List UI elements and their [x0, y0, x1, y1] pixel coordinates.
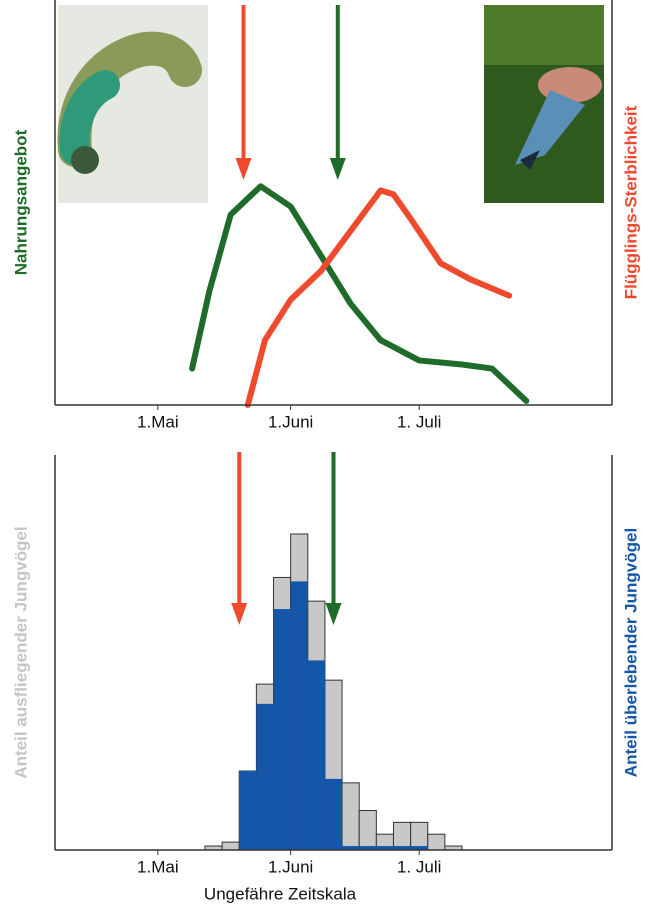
x-tick-label: 1.Mai [137, 412, 179, 431]
x-tick-label: 1.Mai [137, 857, 179, 876]
x-axis-label: Ungefähre Zeitskala [204, 884, 357, 903]
histogram-bar [410, 821, 429, 851]
arrow-head [231, 603, 248, 625]
histogram-bar [256, 703, 274, 850]
histogram-bar [341, 782, 360, 851]
left-axis-label: Nahrungsangebot [11, 129, 30, 275]
left-axis-label: Anteil ausfliegender Jungvögel [11, 526, 30, 778]
right-axis-label: Anteil überlebender Jungvögel [621, 528, 640, 777]
arrow-head [329, 158, 346, 180]
histogram-bar [239, 771, 257, 850]
caterpillar-photo [57, 5, 208, 203]
histogram-bar [221, 841, 240, 851]
x-tick-label: 1. Juli [397, 857, 441, 876]
histogram-bar [342, 846, 360, 850]
histogram-bar [410, 846, 428, 850]
arrow-head [325, 603, 342, 625]
histogram-bar [358, 810, 377, 851]
bird-photo [484, 5, 604, 203]
histogram-bar [290, 581, 308, 850]
x-tick-label: 1.Juni [268, 857, 313, 876]
histogram-bar [376, 846, 394, 850]
x-tick-label: 1. Juli [397, 412, 441, 431]
arrow-head [235, 158, 252, 180]
data-line [244, 187, 513, 408]
right-axis-label: Flügglings-Sterblichkeit [621, 105, 640, 299]
histogram-bar [273, 609, 291, 850]
histogram-bar [393, 846, 411, 850]
histogram-bar [359, 846, 377, 850]
data-line [189, 183, 530, 404]
x-tick-label: 1.Juni [268, 412, 313, 431]
histogram-bar [392, 821, 412, 851]
histogram-bar [324, 778, 343, 850]
histogram-bar [307, 660, 325, 850]
histogram-bar [427, 833, 446, 851]
